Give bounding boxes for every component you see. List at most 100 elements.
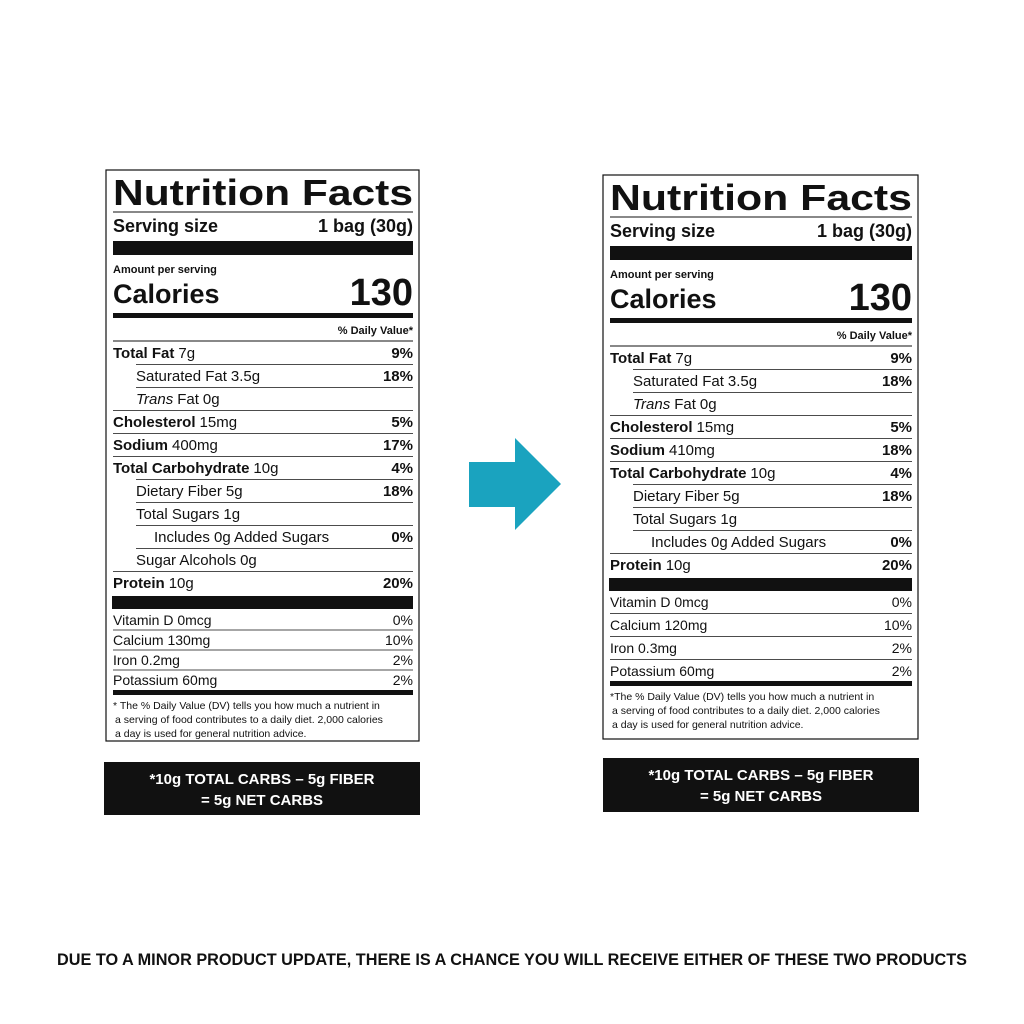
vitamin-dv: 10% [385, 632, 413, 648]
nutrient-name: Total Fat [610, 350, 671, 367]
nutrient-name: Includes 0g Added Sugars [154, 529, 329, 546]
medium-bar [610, 318, 912, 323]
nutrient-name: Dietary Fiber [136, 483, 222, 500]
thick-bar [610, 246, 912, 260]
nutrient-name: Fat [177, 391, 200, 408]
nutrient-name: Total Fat [113, 345, 174, 362]
nutrient-row: Protein 10g [610, 557, 691, 574]
nutrient-dv: 17% [383, 437, 413, 454]
vitamin-dv: 0% [892, 594, 912, 610]
label-title: Nutrition Facts [113, 172, 413, 213]
nutrient-amount: 10g [666, 557, 691, 574]
label-box [602, 174, 919, 740]
nutrient-dv: 20% [383, 575, 413, 592]
notice: DUE TO A MINOR PRODUCT UPDATE, THERE IS … [57, 950, 967, 969]
nutrient-amount: 15mg [697, 419, 735, 436]
net-carbs-line: *10g TOTAL CARBS – 5g FIBER [149, 771, 374, 788]
serving-label: Serving size [113, 216, 218, 236]
dv-header: % Daily Value* [837, 330, 913, 342]
nutrient-row: Total Sugars 1g [633, 511, 737, 528]
nutrient-amount: 400mg [172, 437, 218, 454]
nutrient-amount: 15mg [200, 414, 238, 431]
label-box [105, 169, 420, 742]
vitamin-dv: 2% [393, 672, 413, 688]
nutrient-row: Total Sugars 1g [136, 506, 240, 523]
calories-label: Calories [113, 279, 220, 309]
vitamin-name: Potassium 60mg [113, 672, 217, 688]
nutrient-prefix: Trans [136, 391, 174, 408]
nutrient-row: Cholesterol 15mg [113, 414, 237, 431]
serving-size: 1 bag (30g) [318, 216, 413, 236]
dv-header: % Daily Value* [338, 325, 414, 337]
nutrient-dv: 18% [882, 488, 912, 505]
vitamin-name: Calcium 130mg [113, 632, 210, 648]
nutrient-dv: 18% [882, 373, 912, 390]
nutrient-name: Sodium [610, 442, 665, 459]
nutrient-dv: 20% [882, 557, 912, 574]
nutrient-amount: 410mg [669, 442, 715, 459]
calories-label: Calories [610, 284, 717, 314]
nutrient-name: Includes 0g Added Sugars [651, 534, 826, 551]
nutrient-row: Total Carbohydrate 10g [113, 460, 278, 477]
nutrient-dv: 5% [890, 419, 912, 436]
vitamin-name: Iron 0.2mg [113, 652, 180, 668]
nutrient-row: Dietary Fiber 5g [633, 488, 740, 505]
nutrient-dv: 0% [890, 534, 912, 551]
nutrient-dv: 5% [391, 414, 413, 431]
arrow [469, 438, 561, 530]
nutrient-name: Fat [674, 396, 697, 413]
vitamin-dv: 2% [892, 663, 912, 679]
footnote-line: a day is used for general nutrition advi… [115, 728, 306, 740]
footnote-line: a serving of food contributes to a daily… [115, 714, 383, 726]
nutrient-row: Trans Fat 0g [633, 396, 717, 413]
nutrient-row: Sugar Alcohols 0g [136, 552, 257, 569]
net-carbs-line: = 5g NET CARBS [700, 788, 822, 805]
nutrient-row: Sodium 410mg [610, 442, 715, 459]
nutrient-name: Dietary Fiber [633, 488, 719, 505]
footnote-line: a serving of food contributes to a daily… [612, 705, 880, 717]
nutrient-name: Total Carbohydrate [610, 465, 746, 482]
nutrient-row: Sodium 400mg [113, 437, 218, 454]
nutrient-dv: 9% [391, 345, 413, 362]
footnote-line: * The % Daily Value (DV) tells you how m… [113, 700, 380, 712]
vitamin-name: Potassium 60mg [610, 663, 714, 679]
thick-bar [112, 596, 413, 609]
nutrient-name: Sugar Alcohols [136, 552, 236, 569]
amount-per-serving: Amount per serving [610, 269, 714, 281]
nutrient-amount: 3.5g [728, 373, 757, 390]
nutrient-row: Trans Fat 0g [136, 391, 220, 408]
calories-value: 130 [350, 272, 413, 314]
nutrient-name: Saturated Fat [633, 373, 725, 390]
nutrient-amount: 0g [700, 396, 717, 413]
medium-bar [610, 681, 912, 686]
amount-per-serving: Amount per serving [113, 264, 217, 276]
nutrient-row: Total Fat 7g [113, 345, 195, 362]
nutrient-row: Cholesterol 15mg [610, 419, 734, 436]
nutrient-name: Protein [610, 557, 662, 574]
vitamin-dv: 0% [393, 612, 413, 628]
nutrient-prefix: Trans [633, 396, 671, 413]
nutrient-dv: 18% [882, 442, 912, 459]
footnote-line: *The % Daily Value (DV) tells you how mu… [610, 691, 874, 703]
nutrient-row: Total Carbohydrate 10g [610, 465, 775, 482]
nutrient-dv: 9% [890, 350, 912, 367]
serving-size: 1 bag (30g) [817, 221, 912, 241]
vitamin-name: Iron 0.3mg [610, 640, 677, 656]
vitamin-name: Vitamin D 0mcg [610, 594, 709, 610]
thick-bar [609, 578, 912, 591]
serving-label: Serving size [610, 221, 715, 241]
thick-bar [113, 241, 413, 255]
footnote-line: a day is used for general nutrition advi… [612, 719, 803, 731]
nutrient-amount: 10g [169, 575, 194, 592]
nutrient-dv: 18% [383, 368, 413, 385]
nutrient-row: Includes 0g Added Sugars [154, 529, 329, 546]
nutrient-name: Protein [113, 575, 165, 592]
net-carbs-line: = 5g NET CARBS [201, 792, 323, 809]
nutrient-row: Total Fat 7g [610, 350, 692, 367]
vitamin-dv: 2% [892, 640, 912, 656]
vitamin-name: Calcium 120mg [610, 617, 707, 633]
nutrient-amount: 10g [253, 460, 278, 477]
nutrient-amount: 0g [240, 552, 257, 569]
